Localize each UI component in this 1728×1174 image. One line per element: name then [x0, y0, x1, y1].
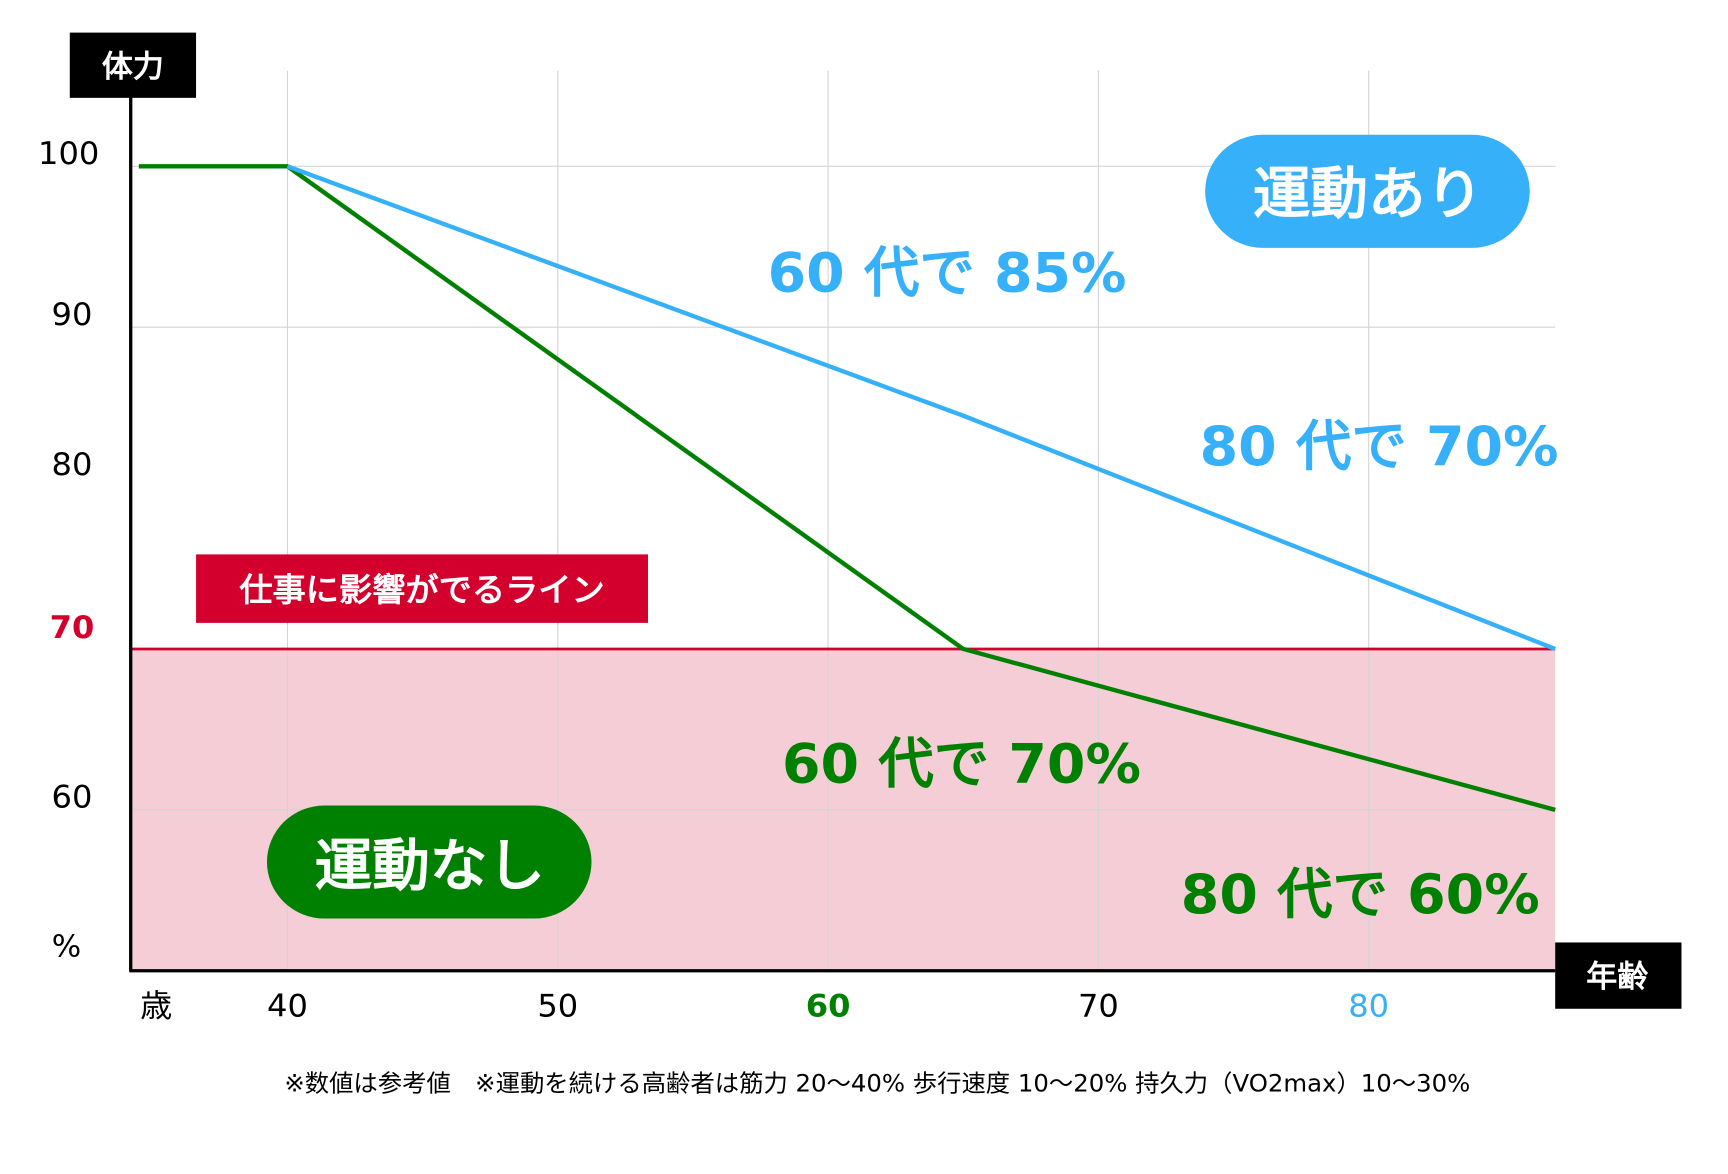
y-axis-title-box	[69, 32, 197, 98]
x-axis-unit: 歳	[140, 987, 172, 1025]
annotation-no-exercise-80s: 80 代で 60%	[1181, 863, 1540, 926]
annotation-exercise-60s: 60 代で 85%	[768, 241, 1127, 304]
y-tick-label: 80	[52, 445, 93, 483]
threshold-label-box	[196, 554, 649, 623]
x-tick-label: 50	[537, 987, 578, 1025]
x-tick-label: 40	[267, 987, 308, 1025]
annotation-no-exercise-60s: 60 代で 70%	[782, 732, 1141, 795]
y-axis-unit: %	[52, 929, 81, 965]
legend-with-exercise-label: 運動あり	[1253, 162, 1483, 227]
x-axis-title-box	[1555, 942, 1682, 1009]
x-tick-label: 80	[1348, 987, 1389, 1025]
threshold-label: 仕事に影響がでるライン	[239, 570, 604, 609]
y-tick-label: 100	[38, 134, 99, 172]
x-axis-title: 年齢	[1586, 959, 1648, 995]
legend-without-exercise-label: 運動なし	[315, 833, 545, 898]
legend-without-exercise	[266, 805, 592, 919]
y-tick-label: 90	[52, 295, 93, 333]
series-line-no-exercise	[138, 164, 1556, 812]
footnote: ※数値は参考値 ※運動を続ける高齢者は筋力 20〜40% 歩行速度 10〜20%…	[284, 1070, 1470, 1098]
x-tick-label: 70	[1078, 987, 1119, 1025]
y-tick-label: 70	[50, 608, 95, 646]
series-line-with-exercise	[286, 164, 1557, 651]
legend-with-exercise	[1205, 134, 1530, 248]
y-tick-label: 60	[52, 778, 93, 816]
annotation-exercise-80s: 80 代で 70%	[1200, 415, 1559, 478]
y-axis-title: 体力	[102, 49, 164, 85]
x-tick-label: 60	[806, 987, 851, 1025]
